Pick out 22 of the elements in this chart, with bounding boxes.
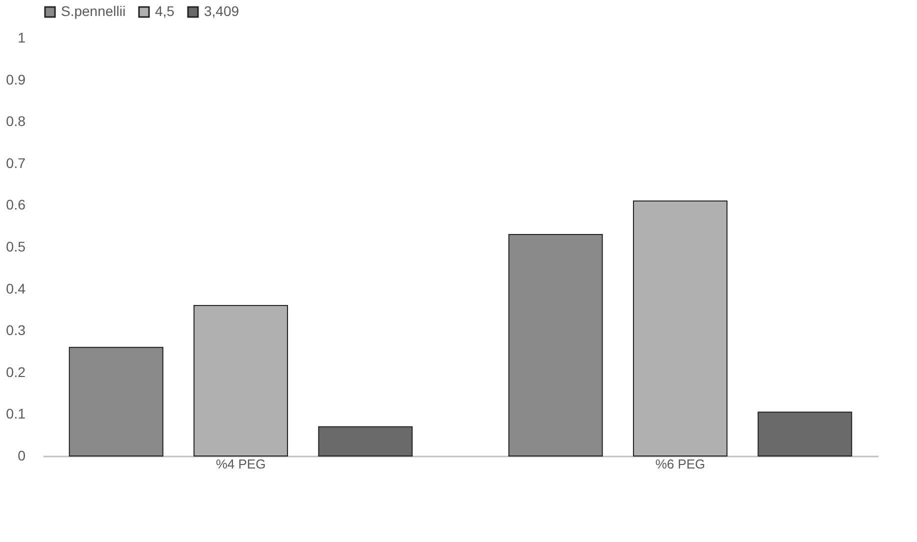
y-tick-label: 0.1: [6, 406, 26, 422]
x-tick-label: %6 PEG: [655, 456, 706, 472]
y-tick-label: 0.2: [6, 364, 26, 380]
y-tick-label: 0.6: [6, 196, 26, 213]
bar: [68, 346, 164, 456]
bar: [194, 305, 288, 456]
legend-label: 3,409: [204, 3, 240, 19]
x-tick-label: %4 PEG: [216, 456, 266, 472]
y-tick-label: 0.8: [6, 113, 26, 130]
y-tick-label: 0.3: [6, 322, 26, 338]
y-tick-label: 0.7: [6, 154, 26, 171]
y-tick-label: 1: [18, 30, 26, 46]
y-tick-label: 0.4: [6, 280, 26, 296]
legend-label: S.pennellii: [61, 3, 126, 19]
bar: [508, 234, 603, 456]
legend-label: 4,5: [155, 3, 175, 19]
bar: [632, 200, 728, 456]
bar: [318, 426, 413, 456]
bar: [758, 412, 852, 456]
y-tick-label: 0.5: [6, 238, 26, 254]
y-tick-label: 0: [18, 448, 26, 464]
y-tick-label: 0.9: [6, 71, 26, 88]
